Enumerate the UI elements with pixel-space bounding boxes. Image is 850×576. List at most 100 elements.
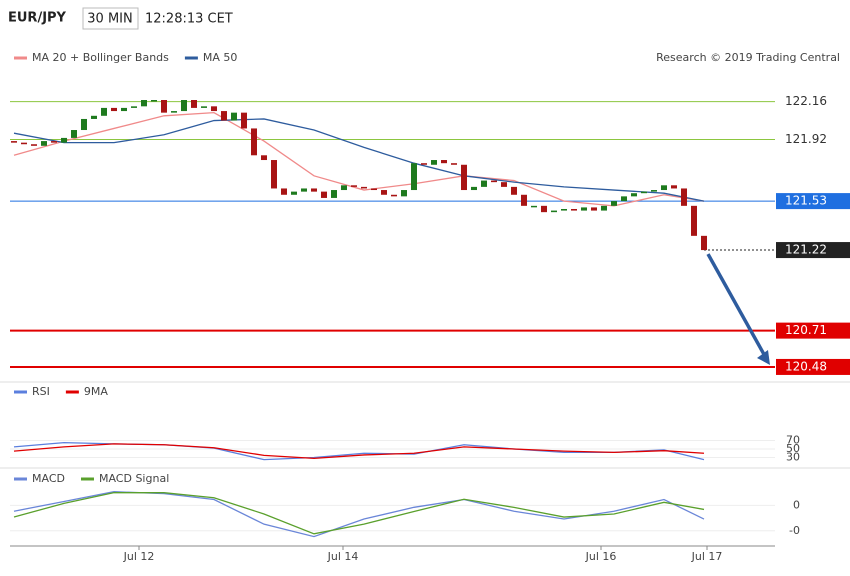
candle bbox=[551, 210, 557, 213]
level-label: 121.92 bbox=[785, 132, 827, 146]
candle bbox=[181, 100, 187, 112]
credit: Research © 2019 Trading Central bbox=[656, 51, 840, 64]
y-tick-label: 50 bbox=[786, 442, 800, 455]
candle bbox=[681, 188, 687, 206]
candle bbox=[281, 188, 287, 195]
candle bbox=[231, 112, 237, 121]
candle bbox=[81, 118, 87, 131]
y-tick-label: 0 bbox=[793, 498, 800, 511]
timeframe-box bbox=[82, 7, 139, 30]
series-line bbox=[13, 443, 705, 460]
candle bbox=[461, 164, 467, 191]
legend-label: MACD Signal bbox=[99, 472, 169, 485]
candle bbox=[311, 188, 317, 192]
candle bbox=[331, 190, 337, 198]
candle bbox=[701, 235, 707, 251]
x-tick-label: Jul 17 bbox=[691, 550, 723, 563]
symbol: EUR/JPY bbox=[8, 11, 67, 26]
candle bbox=[151, 100, 157, 102]
candle bbox=[581, 207, 587, 211]
candle bbox=[391, 194, 397, 197]
candle bbox=[201, 106, 207, 108]
candle bbox=[371, 188, 377, 191]
candle bbox=[511, 186, 517, 195]
candle bbox=[131, 106, 137, 108]
candle bbox=[211, 106, 217, 112]
candle bbox=[541, 205, 547, 213]
series-line bbox=[13, 111, 705, 207]
level-label: 120.71 bbox=[785, 323, 827, 337]
candle bbox=[441, 160, 447, 164]
level-box bbox=[776, 242, 850, 259]
candle bbox=[691, 205, 697, 236]
legend-label: MACD bbox=[32, 472, 65, 485]
timeframe: 30 MIN bbox=[87, 12, 132, 27]
forecast-arrow bbox=[706, 253, 768, 359]
candle bbox=[51, 141, 57, 143]
candle bbox=[271, 160, 277, 189]
x-tick-label: Jul 12 bbox=[123, 550, 155, 563]
candle bbox=[251, 128, 257, 156]
candle bbox=[31, 144, 37, 146]
level-box bbox=[776, 322, 850, 339]
candle bbox=[161, 100, 167, 113]
candle bbox=[621, 196, 627, 202]
x-tick-label: Jul 14 bbox=[327, 550, 359, 563]
candle bbox=[561, 208, 567, 211]
candle bbox=[71, 130, 77, 138]
candle bbox=[471, 186, 477, 191]
candle bbox=[501, 182, 507, 187]
series-line bbox=[13, 492, 705, 535]
candle bbox=[11, 141, 17, 143]
candle bbox=[451, 163, 457, 165]
candle bbox=[531, 205, 537, 208]
candle bbox=[41, 141, 47, 146]
candle bbox=[651, 190, 657, 192]
candle bbox=[431, 160, 437, 165]
legend-label: MA 50 bbox=[203, 51, 238, 64]
candle bbox=[591, 207, 597, 211]
legend-label: MA 20 + Bollinger Bands bbox=[32, 51, 169, 64]
series-line bbox=[13, 118, 705, 202]
candle bbox=[321, 191, 327, 198]
candle bbox=[611, 201, 617, 206]
legend-label: 9MA bbox=[84, 385, 108, 398]
level-label: 120.48 bbox=[785, 359, 827, 373]
candle bbox=[351, 185, 357, 187]
y-tick-label: -0 bbox=[789, 524, 800, 537]
forecast-arrowhead bbox=[757, 349, 770, 365]
level-label: 121.22 bbox=[785, 243, 827, 257]
level-label: 122.16 bbox=[785, 94, 827, 108]
candle bbox=[171, 111, 177, 113]
candle bbox=[291, 191, 297, 195]
candle bbox=[671, 185, 677, 189]
candle bbox=[241, 112, 247, 129]
candle bbox=[221, 111, 227, 121]
candle bbox=[91, 115, 97, 119]
candle bbox=[641, 191, 647, 194]
candle bbox=[361, 186, 367, 189]
y-tick-label: 30 bbox=[786, 451, 800, 464]
legend-label: RSI bbox=[32, 385, 50, 398]
candle bbox=[521, 194, 527, 206]
candle bbox=[21, 142, 27, 145]
candle bbox=[341, 185, 347, 191]
candle bbox=[491, 180, 497, 183]
level-box bbox=[776, 358, 850, 375]
candle bbox=[61, 137, 67, 143]
candle bbox=[301, 188, 307, 192]
level-label: 121.53 bbox=[785, 194, 827, 208]
candle bbox=[481, 180, 487, 187]
level-box bbox=[776, 193, 850, 210]
y-tick-label: 70 bbox=[786, 434, 800, 447]
time: 12:28:13 CET bbox=[145, 12, 233, 27]
candle bbox=[601, 205, 607, 211]
candle bbox=[191, 100, 197, 108]
candle bbox=[571, 208, 577, 211]
candle bbox=[401, 190, 407, 197]
candle bbox=[261, 155, 267, 161]
candle bbox=[631, 193, 637, 197]
candle bbox=[141, 100, 147, 107]
